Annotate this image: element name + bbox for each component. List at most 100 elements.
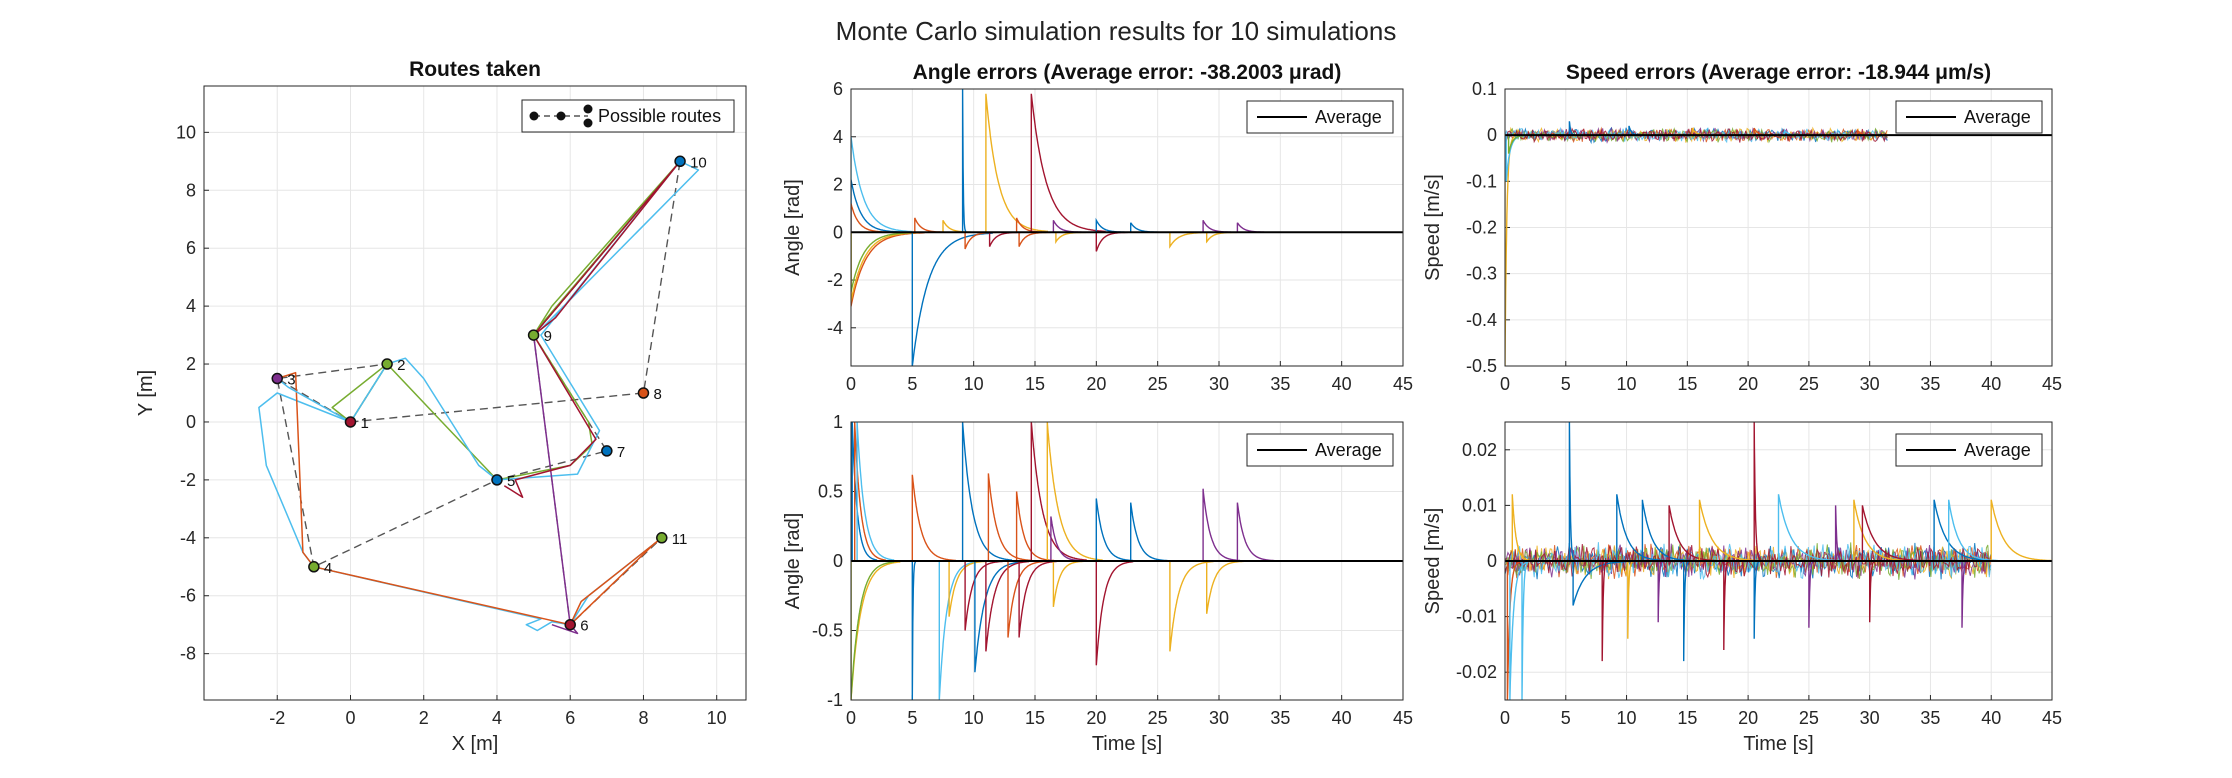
legend-label: Average [1315, 440, 1382, 460]
y-tick-label: -2 [180, 470, 196, 490]
y-tick-label: 6 [833, 79, 843, 99]
x-tick-label: 45 [1393, 708, 1413, 728]
route-node [529, 330, 539, 340]
node-label: 8 [653, 386, 661, 403]
y-tick-label: 0.02 [1462, 440, 1497, 460]
y-tick-label: -0.02 [1456, 662, 1497, 682]
y-axis-label: Angle [rad] [782, 179, 804, 276]
x-tick-label: 40 [1981, 374, 2001, 394]
x-tick-label: 5 [1561, 708, 1571, 728]
x-tick-label: 25 [1799, 374, 1819, 394]
node-label: 5 [507, 473, 515, 490]
node-label: 10 [690, 154, 707, 171]
legend-label: Average [1964, 107, 2031, 127]
x-tick-label: 25 [1148, 374, 1168, 394]
route-node [382, 359, 392, 369]
y-tick-label: 6 [186, 238, 196, 258]
x-tick-label: 15 [1677, 708, 1697, 728]
y-tick-label: -0.4 [1466, 310, 1497, 330]
x-tick-label: 20 [1086, 708, 1106, 728]
route-node [638, 388, 648, 398]
legend-marker [530, 112, 539, 121]
x-tick-label: 40 [1332, 708, 1352, 728]
y-tick-label: 4 [833, 127, 843, 147]
x-tick-label: 15 [1677, 374, 1697, 394]
x-tick-label: 10 [964, 374, 984, 394]
y-tick-label: -4 [827, 318, 843, 338]
route-node [657, 533, 667, 543]
route-node [492, 475, 502, 485]
route-node [309, 562, 319, 572]
y-axis-label: Speed [m/s] [1422, 508, 1444, 615]
x-tick-label: 5 [907, 708, 917, 728]
legend-marker [557, 112, 566, 121]
axes-speed-top: 0 5 10 15 20 25 30 35 40 45 -0.5 -0.4 -0.3 -0.2 -0.1 0 0… [1422, 61, 2062, 394]
x-tick-label: 40 [1332, 374, 1352, 394]
y-tick-label: 0.5 [818, 482, 843, 502]
node-label: 11 [672, 531, 688, 548]
node-label: 9 [544, 328, 552, 345]
route-node [675, 156, 685, 166]
y-tick-label: -0.1 [1466, 171, 1497, 191]
node-label: 2 [397, 357, 405, 374]
y-tick-label: -8 [180, 644, 196, 664]
figure-title: Monte Carlo simulation results for 10 si… [836, 16, 1397, 46]
x-tick-label: 35 [1270, 708, 1290, 728]
axes-angle-top: 0 5 10 15 20 25 30 35 40 45-4-20246Angle errors (… [782, 61, 1413, 394]
y-tick-label: -1 [827, 690, 843, 710]
y-axis-label: Angle [rad] [782, 513, 804, 610]
x-axis-label: Time [s] [1092, 733, 1162, 755]
x-tick-label: 45 [2042, 374, 2062, 394]
x-tick-label: 8 [638, 708, 648, 728]
y-tick-label: -0.5 [812, 621, 843, 641]
node-label: 3 [287, 372, 295, 389]
y-tick-label: 8 [186, 180, 196, 200]
subplot-title: Angle errors (Average error: -38.2003 μr… [913, 61, 1342, 84]
subplot-title: Routes taken [409, 58, 541, 81]
x-tick-label: 5 [1561, 374, 1571, 394]
x-tick-label: 10 [707, 708, 727, 728]
x-tick-label: 10 [1617, 708, 1637, 728]
y-tick-label: -0.2 [1466, 218, 1497, 238]
y-tick-label: -4 [180, 528, 196, 548]
legend-label: Average [1315, 107, 1382, 127]
x-tick-label: 20 [1738, 374, 1758, 394]
x-tick-label: 35 [1270, 374, 1290, 394]
y-tick-label: -0.5 [1466, 356, 1497, 376]
node-label: 4 [324, 560, 332, 577]
x-tick-label: 0 [1500, 374, 1510, 394]
y-tick-label: 1 [833, 412, 843, 432]
y-tick-label: 2 [186, 354, 196, 374]
x-tick-label: 35 [1920, 708, 1940, 728]
y-tick-label: -2 [827, 270, 843, 290]
y-tick-label: 0 [833, 222, 843, 242]
axes-routes: -2 0 2 4 6 8 10 -8 -6 -4 -2 0 2 4 6 8 10 Routes taken X [m… [135, 58, 746, 755]
x-tick-label: 0 [846, 708, 856, 728]
x-tick-label: 20 [1738, 708, 1758, 728]
x-tick-label: 45 [1393, 374, 1413, 394]
y-tick-label: 0 [186, 412, 196, 432]
x-tick-label: 35 [1920, 374, 1940, 394]
legend-label: Possible routes [598, 106, 721, 126]
x-tick-label: 40 [1981, 708, 2001, 728]
x-tick-label: 10 [1617, 374, 1637, 394]
node-label: 6 [580, 618, 588, 635]
x-tick-label: 10 [964, 708, 984, 728]
y-tick-label: -0.3 [1466, 264, 1497, 284]
legend-label: Average [1964, 440, 2031, 460]
y-axis-label: Speed [m/s] [1422, 174, 1444, 281]
node-label: 7 [617, 444, 625, 461]
y-tick-label: 10 [176, 122, 196, 142]
x-tick-label: 30 [1209, 708, 1229, 728]
legend-marker [584, 119, 593, 128]
x-tick-label: 4 [492, 708, 502, 728]
x-tick-label: 30 [1209, 374, 1229, 394]
x-axis-label: X [m] [452, 733, 499, 755]
x-tick-label: 0 [345, 708, 355, 728]
y-tick-label: 0 [1487, 125, 1497, 145]
y-tick-label: 2 [833, 175, 843, 195]
y-tick-label: -6 [180, 586, 196, 606]
x-tick-label: 25 [1148, 708, 1168, 728]
x-tick-label: 0 [846, 374, 856, 394]
y-tick-label: 0.1 [1472, 79, 1497, 99]
